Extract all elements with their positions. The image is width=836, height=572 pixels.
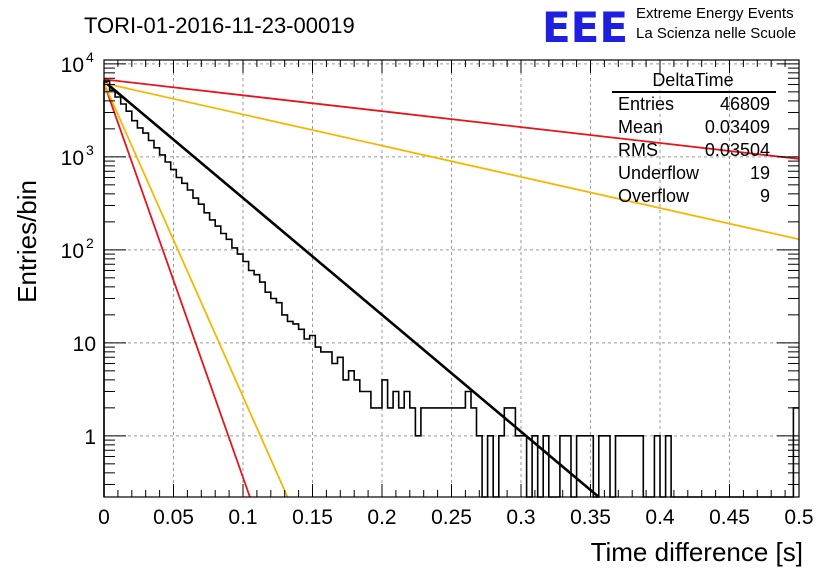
stats-value: 0.03409 bbox=[705, 117, 770, 137]
x-axis-label: Time difference [s] bbox=[591, 537, 803, 567]
y-tick-exponent: 3 bbox=[86, 142, 94, 158]
fit-line-0 bbox=[103, 80, 600, 498]
stats-box: DeltaTime Entries 46809 Mean 0.03409 RMS 0.03… bbox=[612, 70, 776, 206]
stats-value: 19 bbox=[750, 163, 770, 183]
x-tick-label: 0.4 bbox=[645, 506, 675, 529]
y-axis-label: Entries/bin bbox=[12, 180, 42, 303]
x-tick-label: 0.35 bbox=[570, 506, 611, 529]
y-tick-exponent: 2 bbox=[86, 235, 94, 251]
logo-mark: EEE bbox=[542, 3, 628, 52]
x-tick-label: 0.1 bbox=[228, 506, 257, 529]
x-tick-label: 0.2 bbox=[367, 506, 396, 529]
y-tick-label: 10 bbox=[61, 54, 84, 77]
stats-value: 0.03504 bbox=[705, 140, 770, 160]
chart-title: TORI-01-2016-11-23-00019 bbox=[84, 13, 355, 38]
eee-logo: EEE Extreme Energy Events La Scienza nel… bbox=[542, 3, 796, 52]
histogram-steps bbox=[103, 80, 799, 498]
x-tick-label: 0.5 bbox=[784, 506, 813, 529]
x-tick-label: 0.3 bbox=[506, 506, 535, 529]
y-tick-exponent: 4 bbox=[86, 49, 94, 65]
x-tick-label: 0.45 bbox=[709, 506, 750, 529]
histogram bbox=[103, 80, 799, 498]
stats-label: Entries bbox=[618, 94, 674, 114]
y-tick-label: 10 bbox=[73, 333, 96, 356]
x-tick-labels: 0 0.05 0.1 0.15 0.2 0.25 0.3 0.35 0.4 0.45 0.5 bbox=[98, 506, 813, 529]
logo-line2: La Scienza nelle Scuole bbox=[636, 25, 796, 42]
stats-label: Overflow bbox=[618, 186, 690, 206]
y-tick-label: 10 bbox=[61, 240, 84, 263]
fit-curves bbox=[103, 78, 800, 498]
stats-label: Mean bbox=[618, 117, 663, 137]
x-tick-label: 0.05 bbox=[153, 506, 194, 529]
axis-ticks bbox=[103, 60, 800, 497]
stats-value: 46809 bbox=[720, 94, 770, 114]
fit-line-3 bbox=[103, 82, 251, 498]
x-tick-label: 0 bbox=[98, 506, 110, 529]
stats-name: DeltaTime bbox=[652, 70, 733, 90]
y-tick-label: 1 bbox=[84, 426, 96, 449]
x-tick-label: 0.15 bbox=[292, 506, 333, 529]
stats-rows: Entries 46809 Mean 0.03409 RMS 0.03504Underfl… bbox=[618, 94, 770, 206]
logo-line1: Extreme Energy Events bbox=[636, 5, 794, 22]
stats-value: 9 bbox=[760, 186, 770, 206]
stats-label: Underflow bbox=[618, 163, 700, 183]
stats-label: RMS bbox=[618, 140, 658, 160]
fit-line-2 bbox=[103, 82, 800, 241]
y-tick-label: 10 bbox=[61, 147, 84, 170]
fit-line-1 bbox=[103, 78, 800, 160]
fit-line-4 bbox=[103, 82, 289, 498]
x-tick-label: 0.25 bbox=[431, 506, 472, 529]
